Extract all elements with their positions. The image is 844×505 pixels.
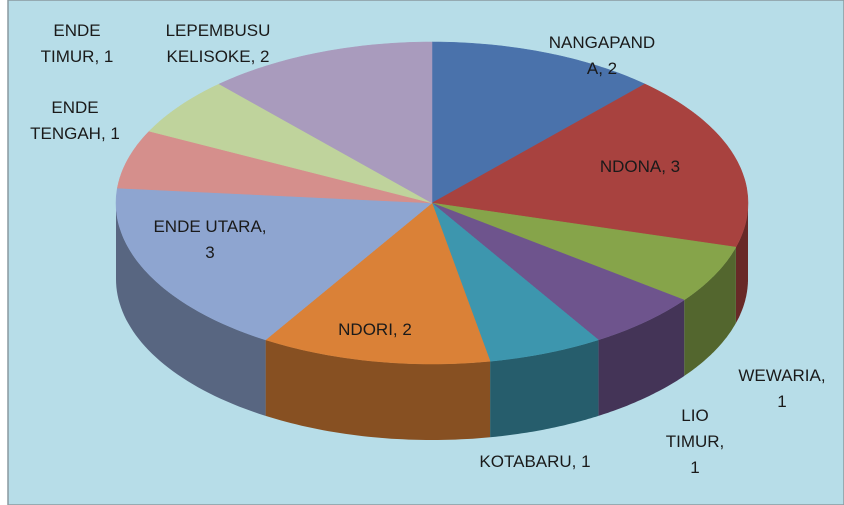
- slice-side: [598, 300, 685, 416]
- slice-side: [684, 247, 736, 376]
- slice: [431, 202, 599, 362]
- data-label: ENDE TENGAH, 1: [30, 98, 120, 143]
- data-label: NANGAPAND A, 2: [549, 33, 655, 78]
- slice: [431, 83, 749, 248]
- slice-side: [735, 203, 748, 324]
- data-label: NDORI, 2: [338, 320, 412, 339]
- slice: [115, 187, 433, 341]
- data-label: KOTABARU, 1: [479, 452, 590, 471]
- slice: [116, 130, 433, 204]
- data-label: LEPEMBUSU KELISOKE, 2: [166, 21, 271, 66]
- data-label: WEWARIA, 1: [738, 366, 825, 411]
- data-label: ENDE TIMUR, 1: [41, 21, 114, 66]
- slice: [431, 202, 737, 301]
- data-label: ENDE UTARA, 3: [153, 217, 266, 262]
- slice: [431, 41, 646, 204]
- slice: [218, 41, 433, 204]
- slice: [148, 83, 433, 204]
- slice-side: [265, 339, 491, 440]
- slice-side: [116, 203, 266, 416]
- slice-side: [490, 339, 599, 438]
- data-label: LIO TIMUR, 1: [666, 406, 725, 477]
- data-label: NDONA, 3: [600, 157, 680, 176]
- slice: [431, 202, 685, 341]
- slice: [265, 202, 491, 365]
